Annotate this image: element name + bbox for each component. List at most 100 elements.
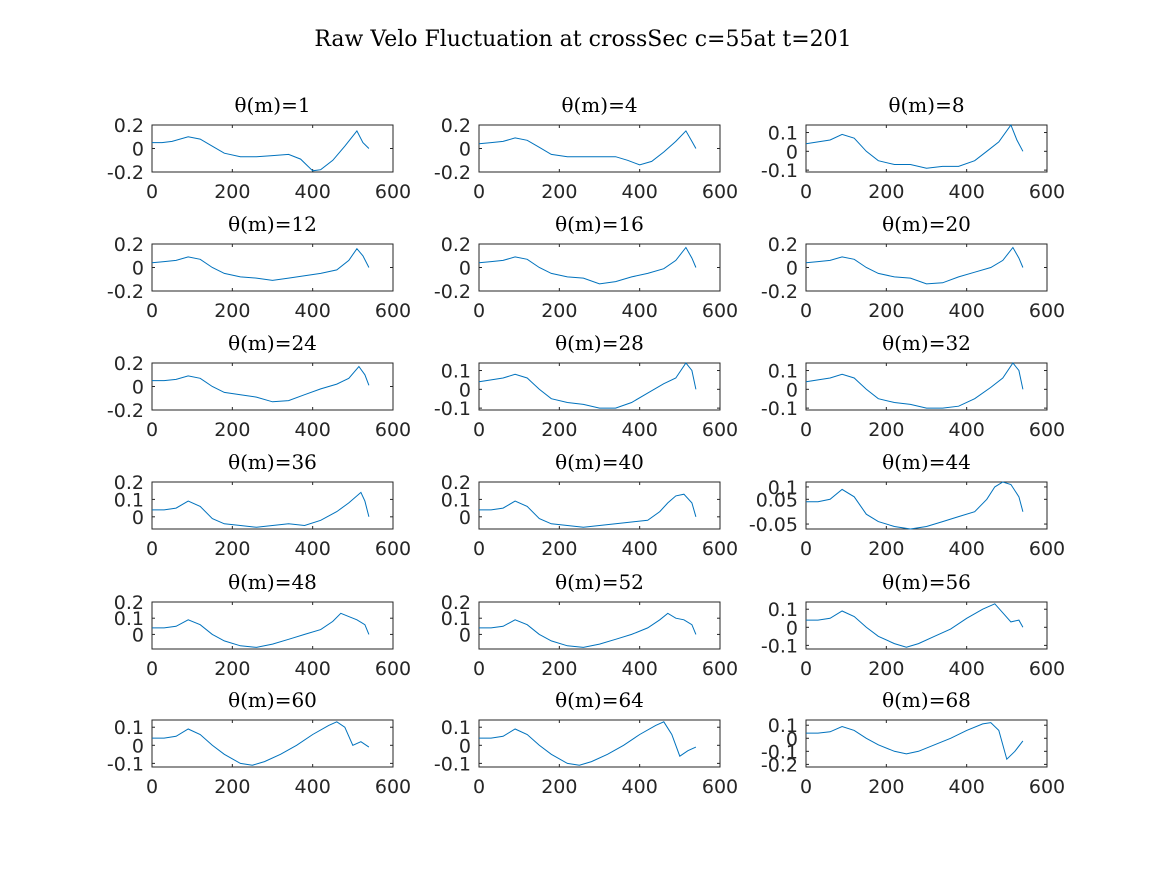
subplot-title: θ(m)=12 xyxy=(228,212,317,236)
x-tick-label: 600 xyxy=(1029,658,1065,680)
series-line xyxy=(805,123,1024,169)
x-tick-label: 400 xyxy=(295,181,331,203)
x-tick-label: 400 xyxy=(622,776,658,798)
y-tick-label: 0 xyxy=(132,507,144,529)
y-tick-label: -0.2 xyxy=(434,162,471,184)
series-line xyxy=(152,129,370,172)
y-tick-label: 0.1 xyxy=(441,717,471,739)
y-tick-label: 0.1 xyxy=(768,599,798,621)
x-tick-label: 600 xyxy=(375,538,411,560)
axes-box xyxy=(151,601,394,650)
x-tick-label: 600 xyxy=(375,181,411,203)
x-tick-label: 600 xyxy=(375,776,411,798)
y-tick-label: -0.05 xyxy=(749,514,798,536)
y-tick-label: 0.2 xyxy=(768,234,798,256)
subplot-title: θ(m)=20 xyxy=(882,212,971,236)
axes-box xyxy=(151,124,394,173)
y-tick-label: 0 xyxy=(132,139,144,161)
x-tick-label: 0 xyxy=(800,419,812,441)
x-tick-label: 200 xyxy=(868,419,904,441)
axes-box xyxy=(805,124,1048,173)
x-tick-label: 200 xyxy=(214,538,250,560)
subplot: θ(m)=44 0 200 400 600 0.10.05 -0.05 xyxy=(749,450,1065,560)
series-line xyxy=(805,362,1024,409)
y-tick-label: 0.2 xyxy=(114,234,144,256)
y-tick-label: -0.1 xyxy=(107,753,144,775)
x-tick-label: 200 xyxy=(868,658,904,680)
x-tick-label: 0 xyxy=(473,658,485,680)
x-tick-label: 400 xyxy=(949,658,985,680)
x-tick-label: 0 xyxy=(800,658,812,680)
y-tick-label: 0.1 xyxy=(768,715,798,737)
x-tick-label: 200 xyxy=(868,300,904,322)
subplot-title: θ(m)=40 xyxy=(555,450,644,474)
subplot-title: θ(m)=52 xyxy=(555,570,644,594)
x-tick-label: 600 xyxy=(1029,300,1065,322)
series-line xyxy=(479,612,697,648)
y-tick-label: 0.2 xyxy=(441,592,471,614)
axes-box xyxy=(478,481,721,530)
y-tick-label: 0.1 xyxy=(114,489,144,511)
x-tick-label: 200 xyxy=(214,419,250,441)
x-tick-label: 400 xyxy=(622,658,658,680)
series-line xyxy=(478,246,697,285)
y-tick-label: 0 xyxy=(459,507,471,529)
axes-box xyxy=(805,243,1048,292)
figure-title: Raw Velo Fluctuation at crossSec c=55at … xyxy=(314,27,851,52)
y-tick-label: 0.1 xyxy=(441,361,471,383)
x-tick-label: 200 xyxy=(541,300,577,322)
x-tick-label: 600 xyxy=(375,300,411,322)
series-line xyxy=(806,481,1024,530)
x-tick-label: 400 xyxy=(949,300,985,322)
series-line xyxy=(151,247,370,281)
x-tick-label: 0 xyxy=(146,658,158,680)
x-tick-label: 0 xyxy=(146,776,158,798)
y-tick-label: 0 xyxy=(132,735,144,757)
x-tick-label: 600 xyxy=(702,181,738,203)
x-tick-label: 600 xyxy=(702,419,738,441)
x-tick-label: 200 xyxy=(541,419,577,441)
x-tick-label: 600 xyxy=(375,419,411,441)
y-tick-label: 0.2 xyxy=(441,472,471,494)
x-tick-label: 400 xyxy=(949,776,985,798)
x-tick-label: 600 xyxy=(375,658,411,680)
x-tick-label: 200 xyxy=(868,181,904,203)
series-line xyxy=(152,491,370,528)
y-tick-label: 0 xyxy=(459,735,471,757)
x-tick-label: 600 xyxy=(1029,776,1065,798)
y-tick-label: 0.2 xyxy=(114,353,144,375)
x-tick-label: 0 xyxy=(800,538,812,560)
y-tick-label: 0.2 xyxy=(114,592,144,614)
x-tick-label: 200 xyxy=(214,181,250,203)
x-tick-label: 0 xyxy=(146,538,158,560)
x-tick-label: 400 xyxy=(622,419,658,441)
axes-box xyxy=(805,481,1048,530)
series-line xyxy=(478,130,697,166)
series-line xyxy=(152,365,370,403)
x-tick-label: 0 xyxy=(800,300,812,322)
subplot-title: θ(m)=56 xyxy=(882,570,971,594)
y-tick-label: 0 xyxy=(459,624,471,646)
y-tick-label: 0.1 xyxy=(768,123,798,145)
y-tick-label: 0 xyxy=(132,377,144,399)
axes-box xyxy=(478,719,721,768)
x-tick-label: 200 xyxy=(214,658,250,680)
y-tick-label: 0 xyxy=(786,258,798,280)
axes-box xyxy=(478,601,721,650)
x-tick-label: 200 xyxy=(214,300,250,322)
x-tick-label: 0 xyxy=(146,181,158,203)
y-tick-label: 0.2 xyxy=(441,234,471,256)
x-tick-label: 600 xyxy=(1029,181,1065,203)
y-tick-label: 0 xyxy=(786,379,798,401)
x-tick-label: 400 xyxy=(295,776,331,798)
subplot-title: θ(m)=24 xyxy=(228,331,317,355)
y-tick-label: 0 xyxy=(459,379,471,401)
